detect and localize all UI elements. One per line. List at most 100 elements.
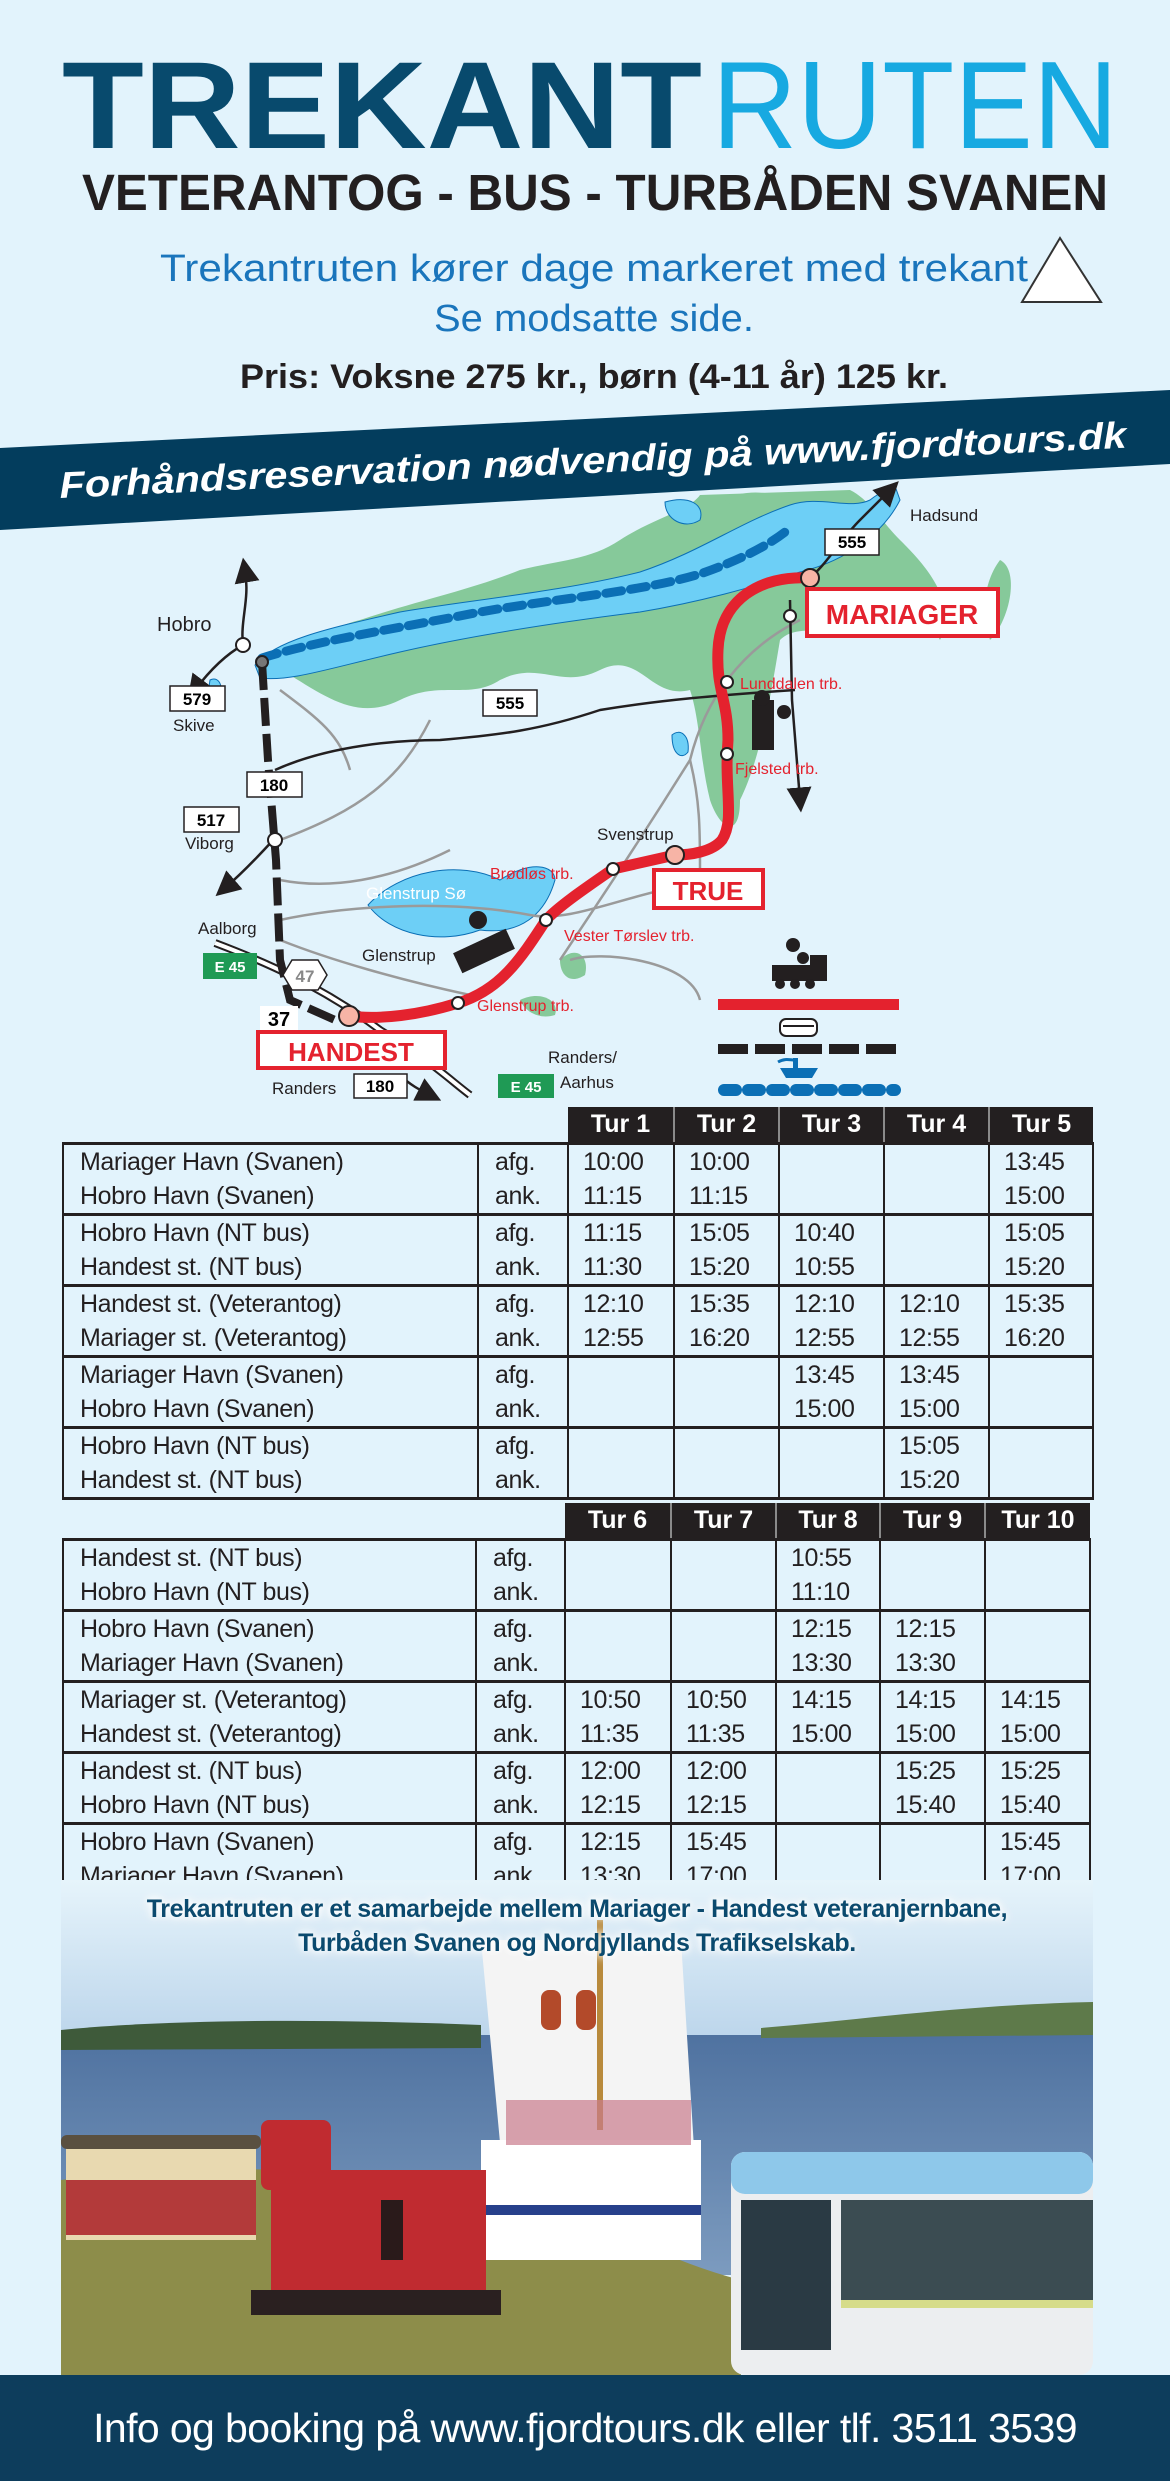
time-cell: 15:00	[879, 1717, 985, 1754]
notice-line-2: Se modsatte side.	[434, 298, 754, 340]
time-cell: 15:35	[988, 1284, 1094, 1321]
time-cell	[670, 1575, 776, 1612]
table-row: Mariager Havn (Svanen) ank. 13:30 13:30	[62, 1646, 1091, 1683]
town-randers: Randers	[272, 1079, 336, 1098]
table-row: Handest st. (NT bus) afg. 12:00 12:00 15:25 1…	[62, 1751, 1091, 1788]
departure-arrival-type: ank.	[477, 1321, 568, 1358]
title-part-2: RUTEN	[712, 37, 1118, 175]
time-cell	[673, 1355, 779, 1392]
legend-boat-icon	[777, 1058, 818, 1078]
time-cell	[988, 1355, 1094, 1392]
time-cell: 12:15	[879, 1609, 985, 1646]
legend	[718, 938, 901, 1096]
time-cell	[567, 1463, 674, 1500]
station-name: Handest st. (NT bus)	[62, 1250, 478, 1287]
time-cell	[778, 1463, 884, 1500]
time-cell: 15:35	[673, 1284, 779, 1321]
time-cell	[567, 1392, 674, 1429]
departure-arrival-type: ank.	[477, 1392, 568, 1429]
tur-header: Tur 6	[565, 1503, 671, 1540]
departure-arrival-type: ank.	[477, 1463, 568, 1500]
mariager-box	[805, 587, 1000, 638]
time-cell: 12:00	[670, 1751, 776, 1788]
table-row: Hobro Havn (NT bus) afg. 15:05	[62, 1426, 1094, 1463]
notice-line-1: Trekantruten kører dage markeret med tre…	[160, 248, 1028, 290]
time-cell	[879, 1575, 985, 1612]
header-row: Tur 1 Tur 2 Tur 3 Tur 4 Tur 5	[63, 1107, 1093, 1144]
station-name: Handest st. (NT bus)	[62, 1751, 476, 1788]
time-cell	[988, 1392, 1094, 1429]
departure-arrival-type: afg.	[477, 1426, 568, 1463]
legend-bus-icon	[779, 1018, 818, 1037]
boat-photo	[481, 1920, 701, 2260]
road-37: 37	[268, 1009, 290, 1031]
time-cell: 11:15	[567, 1179, 674, 1216]
station-name: Hobro Havn (NT bus)	[62, 1575, 476, 1612]
station-mariager: MARIAGER	[826, 599, 978, 630]
departure-arrival-type: afg.	[475, 1751, 565, 1788]
bus-photo	[731, 2152, 1093, 2375]
time-cell: 11:10	[775, 1575, 880, 1612]
station-name: Handest st. (Veterantog)	[62, 1717, 476, 1754]
station-fjelsted: Fjelsted trb.	[735, 761, 819, 778]
road-e45-right: E 45	[511, 1079, 542, 1096]
town-svenstrup: Svenstrup	[597, 825, 674, 844]
departure-arrival-type: afg.	[477, 1284, 568, 1321]
train-route	[343, 572, 816, 1023]
table-row: Handest st. (NT bus) ank. 15:20	[62, 1463, 1094, 1500]
time-cell	[564, 1538, 671, 1575]
time-cell: 10:50	[670, 1680, 776, 1717]
table-row: Hobro Havn (NT bus) ank. 12:15 12:15 15:40 15…	[62, 1788, 1091, 1825]
departure-arrival-type: afg.	[475, 1538, 565, 1575]
station-true: TRUE	[673, 876, 744, 906]
boat-route	[257, 523, 795, 663]
time-cell: 15:45	[984, 1822, 1091, 1859]
time-cell: 10:50	[564, 1680, 671, 1717]
legend-steam-train-icon	[772, 938, 827, 989]
time-cell: 12:55	[883, 1321, 989, 1358]
time-cell: 16:20	[673, 1321, 779, 1358]
time-cell	[673, 1463, 779, 1500]
time-cell: 15:40	[984, 1788, 1091, 1825]
time-cell	[567, 1426, 674, 1463]
town-randers-aarhus-1: Randers/	[548, 1048, 617, 1067]
time-cell	[564, 1646, 671, 1683]
time-cell: 12:10	[778, 1284, 884, 1321]
tur-header: Tur 8	[775, 1503, 880, 1540]
time-cell	[775, 1751, 880, 1788]
time-cell	[673, 1426, 779, 1463]
time-cell: 16:20	[988, 1321, 1094, 1358]
time-cell	[883, 1250, 989, 1287]
time-cell	[778, 1426, 884, 1463]
timetable-2: Tur 6 Tur 7 Tur 8 Tur 9 Tur 10 Handest st. (N…	[62, 1503, 1091, 1896]
station-name: Hobro Havn (NT bus)	[62, 1788, 476, 1825]
departure-arrival-type: afg.	[477, 1213, 568, 1250]
time-cell	[775, 1788, 880, 1825]
station-markers	[235, 568, 820, 1027]
time-cell: 11:30	[567, 1250, 674, 1287]
bus-route	[258, 661, 337, 1024]
time-cell: 10:00	[673, 1142, 779, 1179]
tur-header: Tur 4	[883, 1107, 989, 1144]
time-cell: 14:15	[879, 1680, 985, 1717]
time-cell	[984, 1609, 1091, 1646]
tur-header: Tur 5	[988, 1107, 1093, 1144]
time-cell: 14:15	[775, 1680, 880, 1717]
train-photo	[61, 2120, 501, 2315]
road-e45-left: E 45	[215, 959, 246, 976]
station-name: Hobro Havn (NT bus)	[62, 1213, 478, 1250]
time-cell: 15:25	[879, 1751, 985, 1788]
station-name: Mariager Havn (Svanen)	[62, 1646, 476, 1683]
table-row: Handest st. (Veterantog) ank. 11:35 11:35 15…	[62, 1717, 1091, 1754]
time-cell: 12:15	[564, 1788, 671, 1825]
time-cell	[883, 1142, 989, 1179]
time-cell: 13:30	[775, 1646, 880, 1683]
time-cell	[775, 1822, 880, 1859]
departure-arrival-type: ank.	[475, 1788, 565, 1825]
road-180-top: 180	[260, 776, 288, 795]
station-name: Mariager Havn (Svanen)	[62, 1142, 478, 1179]
departure-arrival-type: ank.	[475, 1575, 565, 1612]
time-cell: 15:20	[883, 1463, 989, 1500]
departure-arrival-type: ank.	[477, 1250, 568, 1287]
caption-line-1: Trekantruten er et samarbejde mellem Mar…	[146, 1895, 1008, 1923]
